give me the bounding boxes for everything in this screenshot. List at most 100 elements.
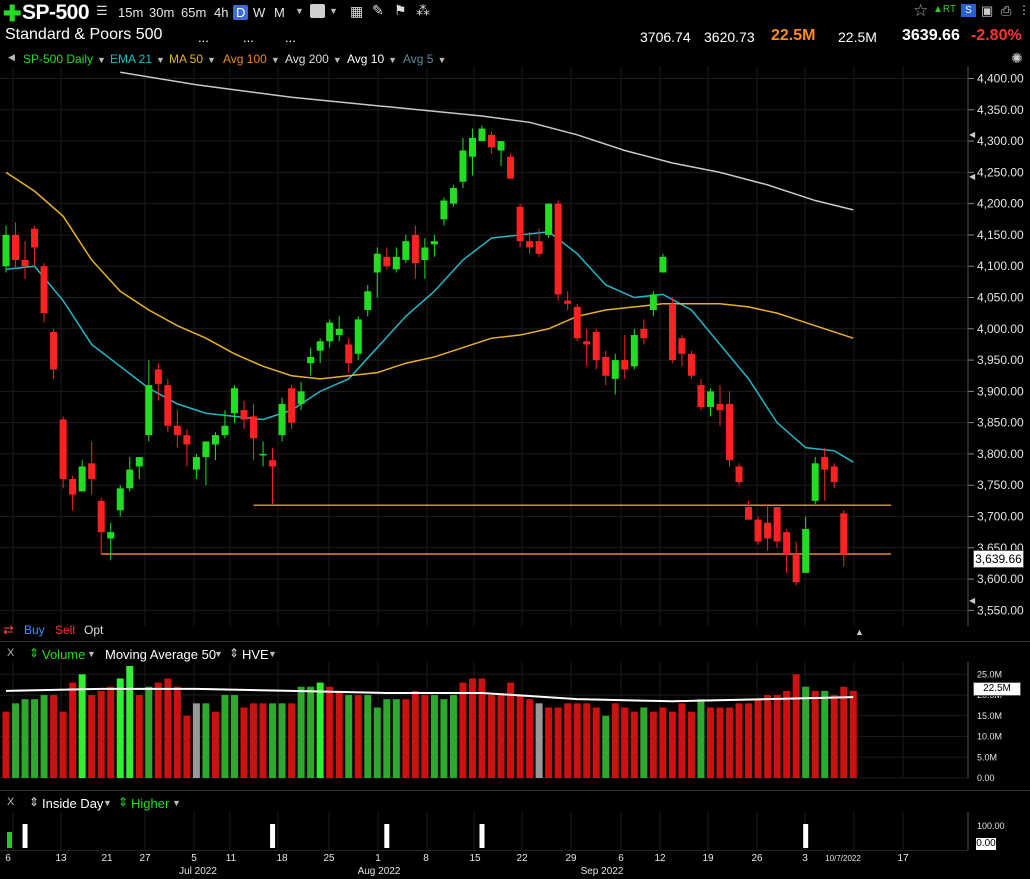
volume-dropdown-icon[interactable]: ▼	[87, 649, 96, 659]
scroll-up-icon[interactable]: ▲	[855, 627, 864, 637]
info-dots-1[interactable]: ...	[198, 30, 209, 45]
candle-body	[516, 206, 524, 242]
price-chart[interactable]: 4,400.00 4,350.00 4,300.00 4,250.00 4,200.00…	[0, 66, 1030, 626]
timeframe-4h[interactable]: 4h	[214, 5, 229, 20]
candle-body	[459, 150, 467, 182]
print-icon[interactable]: ⎙	[1001, 3, 1012, 18]
indicator-ema21-dropdown-icon[interactable]: ▼	[156, 55, 165, 65]
timeframe-daily[interactable]: D	[233, 5, 249, 20]
volume-ma-line	[5, 687, 854, 703]
symbol-title[interactable]: SP-500	[22, 1, 90, 24]
add-symbol-icon[interactable]: ✚	[3, 1, 22, 26]
volume-bar	[50, 695, 58, 778]
realtime-icon[interactable]: ▲RT	[933, 4, 957, 15]
hve-toggle-icon[interactable]: ⇕	[229, 646, 240, 660]
volume-bar	[564, 703, 572, 778]
volume-bar	[164, 678, 172, 778]
info-dots-2[interactable]: ...	[243, 30, 254, 45]
timeframe-weekly[interactable]: W	[253, 5, 266, 20]
volume-bar	[145, 686, 153, 778]
indicator-avg200-dropdown-icon[interactable]: ▼	[332, 55, 342, 65]
chart-type-dropdown-icon[interactable]: ▼	[329, 6, 338, 16]
indicator-avg5[interactable]: Avg 5 ▼	[403, 52, 446, 66]
sell-button[interactable]: Sell	[55, 623, 76, 637]
panel-divider[interactable]	[0, 641, 1030, 642]
timeframe-dropdown-icon[interactable]: ▼	[295, 6, 304, 16]
hve-dropdown-icon[interactable]: ▼	[268, 649, 277, 659]
volume-bar	[516, 695, 524, 778]
volume-bar	[640, 707, 648, 778]
timeframe-monthly[interactable]: M	[274, 5, 285, 20]
candle-body	[792, 554, 800, 583]
share-icon[interactable]: ⁂	[416, 2, 430, 18]
buy-button[interactable]: Buy	[24, 623, 45, 637]
indicator-symbol-dropdown-icon[interactable]: ▼	[97, 55, 106, 65]
volume-toggle-icon[interactable]: ⇕	[29, 646, 40, 660]
volume-ma-dropdown-icon[interactable]: ▼	[214, 649, 223, 659]
y-tick-label: 4,200.00	[977, 197, 1024, 211]
last-price: 3639.66	[902, 27, 960, 44]
volume-tick-label: 15.0M	[977, 711, 1002, 721]
indicator-ma50-dropdown-icon[interactable]: ▼	[207, 55, 216, 65]
volume-bar	[430, 695, 438, 778]
scan-icon[interactable]: S	[961, 4, 976, 17]
timeframe-30m[interactable]: 30m	[149, 5, 175, 20]
candle-body	[468, 137, 476, 157]
layout-icon[interactable]: ▦	[350, 3, 364, 19]
indicator-ma50[interactable]: MA 50 ▼	[169, 52, 216, 66]
chart-type-icon[interactable]	[310, 4, 325, 18]
inside-day-label[interactable]: Inside Day	[42, 796, 104, 811]
inside-day-chart[interactable]: 100.00	[0, 812, 1030, 852]
inside-toggle-icon[interactable]: ⇕	[29, 795, 40, 809]
x-month-label: Aug 2022	[358, 866, 401, 877]
x-tick-label: 18	[276, 853, 288, 864]
inside-day-marker	[384, 824, 390, 848]
candle-body	[754, 519, 762, 542]
indicator-avg5-dropdown-icon[interactable]: ▼	[437, 55, 447, 65]
panel-divider-2[interactable]	[0, 790, 1030, 791]
info-dots-3[interactable]: ...	[285, 30, 296, 45]
indicator-avg100-dropdown-icon[interactable]: ▼	[270, 55, 280, 65]
timeframe-65m[interactable]: 65m	[181, 5, 207, 20]
candle-body	[259, 453, 267, 456]
x-tick-label: 8	[423, 853, 429, 864]
higher-dropdown-icon[interactable]: ▼	[172, 798, 181, 808]
options-button[interactable]: Opt	[84, 623, 104, 637]
save-icon[interactable]: ▣	[981, 3, 994, 18]
star-icon[interactable]: ☆	[913, 1, 929, 20]
x-tick-label: 12	[654, 853, 666, 864]
candle-body	[154, 369, 162, 384]
volume-bar	[392, 699, 400, 778]
inside-day-dropdown-icon[interactable]: ▼	[103, 798, 112, 808]
volume-ma-label[interactable]: Moving Average 50	[105, 647, 217, 662]
volume-bar	[316, 682, 324, 778]
indicator-symbol[interactable]: SP-500 Daily ▼	[23, 52, 106, 66]
collapse-icon[interactable]: ◀	[8, 52, 15, 62]
annotation-icon[interactable]: ⚑	[394, 2, 407, 18]
volume-panel-close[interactable]: X	[7, 647, 15, 659]
indicator-avg100[interactable]: Avg 100 ▼	[223, 52, 280, 66]
hve-label[interactable]: HVE	[242, 647, 269, 662]
volume-bar	[411, 690, 419, 778]
indicator-ema21[interactable]: EMA 21 ▼	[110, 52, 165, 66]
candle-body	[478, 128, 486, 142]
volume-bar	[573, 703, 581, 778]
indicator-avg10-dropdown-icon[interactable]: ▼	[388, 55, 398, 65]
volume-label[interactable]: Volume	[42, 647, 86, 662]
candle-body	[383, 256, 391, 267]
inside-panel-close[interactable]: X	[7, 796, 15, 808]
settings-icon[interactable]: ⋮	[1018, 3, 1030, 17]
symbol-menu-icon[interactable]: ☰	[96, 3, 108, 18]
higher-label[interactable]: Higher	[131, 796, 170, 811]
trade-icon[interactable]: ⇄	[3, 622, 14, 637]
timeframe-15m[interactable]: 15m	[118, 5, 144, 20]
indicator-avg10[interactable]: Avg 10 ▼	[347, 52, 397, 66]
higher-toggle-icon[interactable]: ⇕	[118, 795, 129, 809]
volume-bar	[126, 666, 134, 778]
draw-icon[interactable]: ✎	[372, 2, 384, 18]
candle-body	[840, 513, 848, 555]
chart-options-icon[interactable]: ✺	[1011, 50, 1023, 66]
indicator-avg200[interactable]: Avg 200 ▼	[285, 52, 342, 66]
volume-bar	[202, 703, 210, 778]
